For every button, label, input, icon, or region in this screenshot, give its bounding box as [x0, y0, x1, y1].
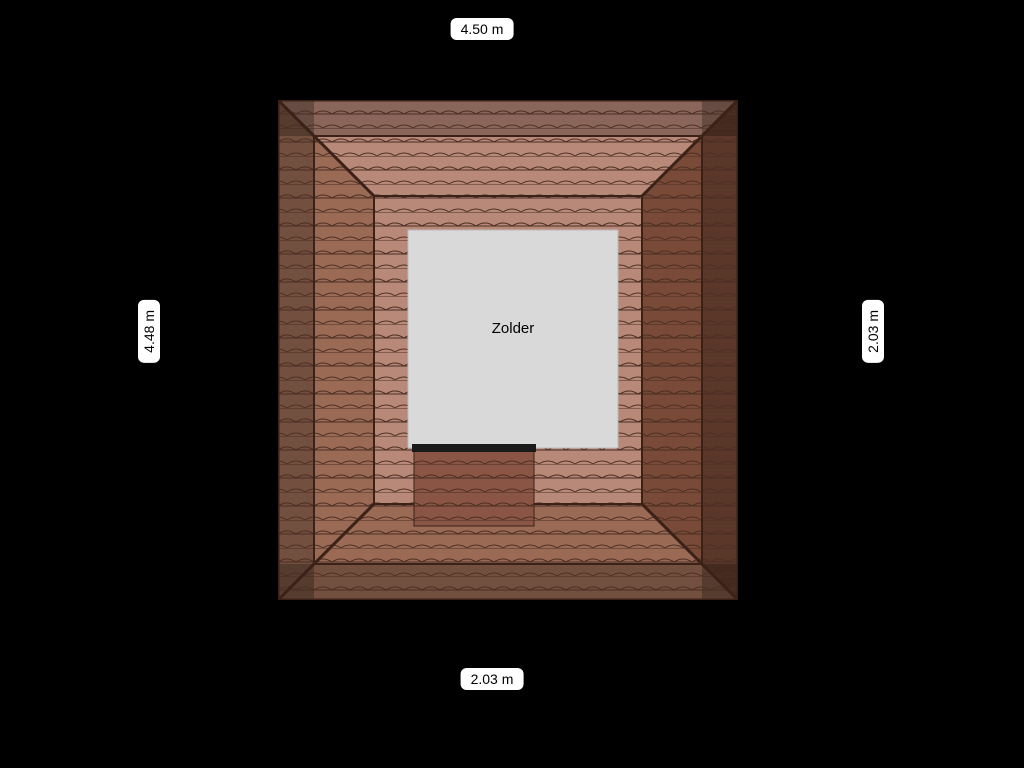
- roof-plan: Zolder: [278, 100, 738, 600]
- dimension-top: 4.50 m: [451, 18, 514, 40]
- dimension-bottom: 2.03 m: [461, 668, 524, 690]
- dormer: [412, 444, 536, 526]
- room-label: Zolder: [492, 320, 535, 337]
- dimension-right: 2.03 m: [862, 300, 884, 363]
- room-zolder: [408, 230, 618, 448]
- dimension-left: 4.48 m: [138, 300, 160, 363]
